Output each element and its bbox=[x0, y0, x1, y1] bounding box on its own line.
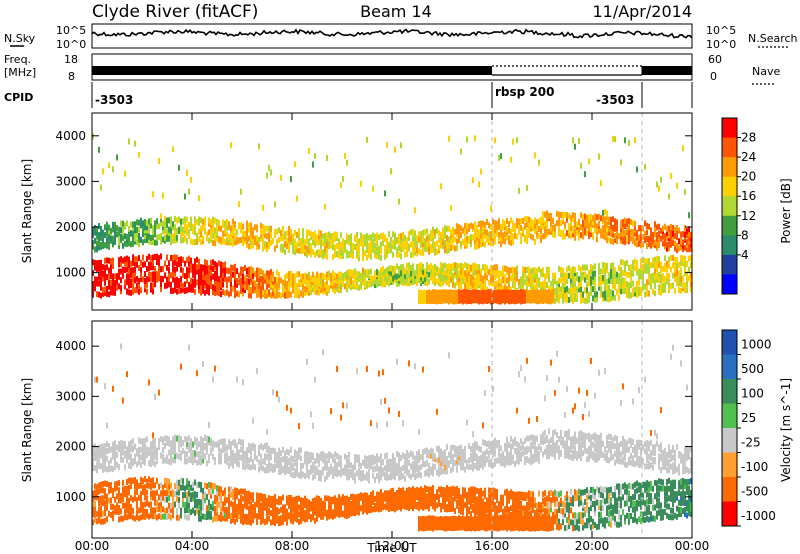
colorbar-tick-label: 16 bbox=[741, 189, 756, 203]
freq-unit: [MHz] bbox=[4, 66, 36, 79]
x-axis-label: Time UT bbox=[366, 541, 417, 554]
x-axis: 00:00 04:00 08:00 12:00 16:00 20:00 00:00 bbox=[75, 113, 710, 553]
power-panel: 1000 2000 3000 4000 Slant Range [km] bbox=[20, 112, 693, 311]
colorbar-swatch bbox=[722, 215, 737, 236]
y-tick-label: 3000 bbox=[55, 389, 86, 403]
colorbar-swatch bbox=[722, 235, 737, 256]
freq-tick-right-bottom: 0 bbox=[710, 70, 717, 83]
colorbar-swatch bbox=[722, 330, 737, 355]
colorbar-tick-label: 4 bbox=[741, 248, 749, 262]
noise-tick-right-top: 10^5 bbox=[706, 24, 736, 37]
y-tick-label: 4000 bbox=[55, 129, 86, 143]
colorbar-swatch bbox=[722, 379, 737, 404]
x-tick-label: 04:00 bbox=[175, 539, 210, 553]
colorbar-tick-label: 25 bbox=[741, 411, 756, 425]
noise-tick-right-bottom: 10^0 bbox=[706, 38, 736, 51]
colorbar-swatch bbox=[722, 254, 737, 275]
nsky-label: N.Sky bbox=[4, 32, 36, 45]
noise-panel: N.Sky 10^5 10^0 10^5 10^0 N.Search bbox=[4, 23, 798, 51]
colorbar-swatch bbox=[722, 354, 737, 380]
freq-tick-right-top: 60 bbox=[708, 53, 722, 66]
colorbar-tick-label: 1000 bbox=[741, 337, 772, 351]
x-tick-label: 08:00 bbox=[275, 539, 310, 553]
frequency-panel: Freq. [MHz] 18 8 60 0 Nave bbox=[4, 53, 780, 85]
nsearch-label: N.Search bbox=[748, 32, 798, 45]
y-tick-label: 4000 bbox=[55, 339, 86, 353]
colorbar-tick-label: 8 bbox=[741, 228, 749, 242]
power-colorbar-label: Power [dB] bbox=[779, 178, 793, 243]
x-tick-label: 12:00 bbox=[375, 539, 410, 553]
freq-tick-left-top: 18 bbox=[64, 53, 78, 66]
colorbar-tick-label: 28 bbox=[741, 131, 756, 145]
colorbar-swatch bbox=[722, 157, 737, 178]
y-tick-label: 2000 bbox=[55, 220, 86, 234]
noise-tick-left-top: 10^5 bbox=[56, 24, 86, 37]
cpid-segment-1: -3503 bbox=[95, 93, 133, 107]
colorbar-tick-label: 20 bbox=[741, 170, 756, 184]
cpid-segment-3: -3503 bbox=[596, 93, 634, 107]
x-tick-label: 00:00 bbox=[75, 539, 110, 553]
colorbar-swatch bbox=[722, 428, 737, 453]
date-title: 11/Apr/2014 bbox=[592, 2, 692, 21]
y-tick-label: 3000 bbox=[55, 174, 86, 188]
x-tick-label: 00:00 bbox=[675, 539, 710, 553]
y-tick-label: 1000 bbox=[55, 490, 86, 504]
freq-band-late bbox=[642, 66, 692, 75]
power-colorbar: 28 24 20 16 12 8 4 bbox=[721, 117, 756, 295]
freq-band bbox=[92, 66, 492, 75]
colorbar-swatch bbox=[722, 176, 737, 197]
velocity-heatmap bbox=[92, 343, 692, 532]
velocity-y-label: Slant Range [km] bbox=[20, 378, 34, 482]
colorbar-tick-label: 100 bbox=[741, 386, 764, 400]
velocity-colorbar-label: Velocity [m s^-1] bbox=[779, 378, 793, 482]
colorbar-swatch bbox=[722, 452, 737, 478]
colorbar-swatch bbox=[722, 196, 737, 217]
colorbar-tick-label: 12 bbox=[741, 209, 756, 223]
power-y-label: Slant Range [km] bbox=[20, 159, 34, 263]
colorbar-tick-label: 500 bbox=[741, 362, 764, 376]
beam-title: Beam 14 bbox=[360, 2, 432, 21]
y-tick-label: 2000 bbox=[55, 440, 86, 454]
colorbar-tick-label: -500 bbox=[741, 484, 768, 498]
freq-label: Freq. bbox=[4, 53, 31, 66]
colorbar-swatch bbox=[722, 137, 737, 158]
velocity-panel: 1000 2000 3000 4000 Slant Range [km] bbox=[20, 320, 693, 539]
velocity-y-axis: 1000 2000 3000 4000 bbox=[55, 339, 692, 504]
x-tick-label: 20:00 bbox=[575, 539, 610, 553]
nave-label: Nave bbox=[752, 65, 780, 78]
cpid-label: CPID bbox=[4, 91, 33, 104]
colorbar-tick-label: 24 bbox=[741, 150, 756, 164]
y-tick-label: 1000 bbox=[55, 266, 86, 280]
colorbar-tick-label: -1000 bbox=[741, 509, 776, 523]
cpid-panel: CPID -3503 rbsp 200 -3503 bbox=[4, 82, 693, 108]
station-title: Clyde River (fitACF) bbox=[92, 2, 258, 22]
cpid-segment-2: rbsp 200 bbox=[495, 85, 554, 99]
noise-trace bbox=[91, 28, 693, 39]
x-tick-label: 16:00 bbox=[475, 539, 510, 553]
noise-tick-left-bottom: 10^0 bbox=[56, 38, 86, 51]
colorbar-swatch bbox=[722, 403, 737, 429]
colorbar-tick-label: -25 bbox=[741, 435, 761, 449]
colorbar-swatch bbox=[722, 118, 737, 139]
colorbar-swatch bbox=[722, 501, 737, 527]
power-heatmap bbox=[92, 133, 692, 305]
colorbar-tick-label: -100 bbox=[741, 460, 768, 474]
velocity-colorbar: 1000 500 100 25 -25 -100 -500 -1000 bbox=[721, 329, 776, 527]
colorbar-swatch bbox=[722, 274, 737, 295]
power-y-axis: 1000 2000 3000 4000 bbox=[55, 129, 692, 280]
freq-tick-left-bottom: 8 bbox=[68, 70, 75, 83]
colorbar-swatch bbox=[722, 477, 737, 502]
